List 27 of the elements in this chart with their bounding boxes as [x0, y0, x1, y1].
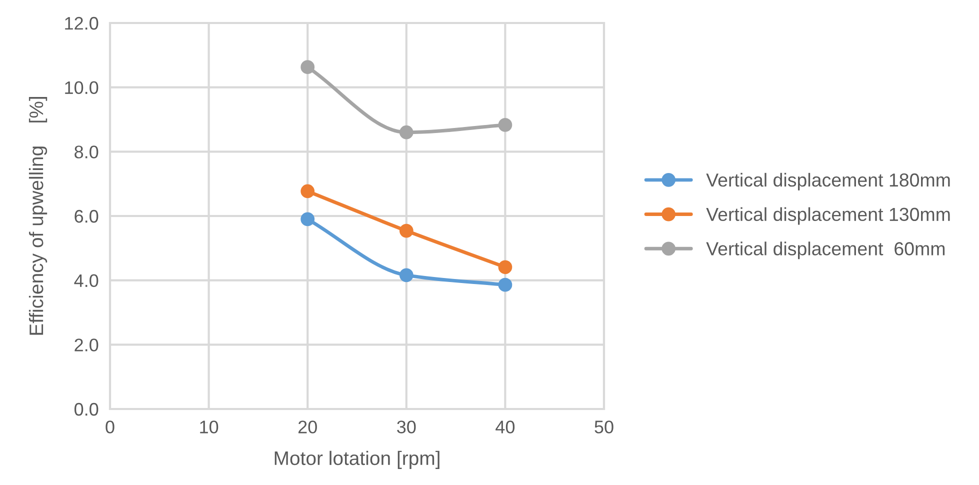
point [498, 260, 512, 274]
x-tick-label: 30 [397, 420, 416, 434]
point [498, 278, 512, 292]
y-tick-label: 12.0 [65, 16, 98, 30]
y-tick-label: 6.0 [74, 210, 98, 223]
y-tick-label: 8.0 [74, 146, 98, 158]
x-tick-label: 20 [298, 420, 317, 434]
point [300, 60, 315, 74]
x-tick-label: 50 [594, 420, 614, 434]
x-tick-label: 0 [106, 420, 114, 434]
point [399, 224, 414, 238]
y-tick-label: 0.0 [74, 402, 98, 416]
x-tick-label: 10 [200, 420, 218, 434]
legend-label: Vertical displacement 180mm [706, 172, 950, 190]
x-tick-label: 40 [496, 420, 515, 434]
y-tick-label: 10.0 [65, 81, 98, 94]
point [399, 125, 414, 140]
point [300, 212, 315, 226]
y-axis-title: Efficiency of upwelling [%] [28, 97, 48, 335]
point [399, 268, 414, 282]
point [300, 184, 315, 198]
y-tick-label: 4.0 [74, 274, 98, 288]
x-axis-title: Motor lotation [rpm] [274, 450, 440, 469]
legend-label: Vertical displacement 130mm [706, 207, 950, 225]
y-tick-label: 2.0 [74, 338, 98, 352]
legend-label: Vertical displacement 60mm [706, 242, 945, 260]
point [498, 118, 512, 132]
